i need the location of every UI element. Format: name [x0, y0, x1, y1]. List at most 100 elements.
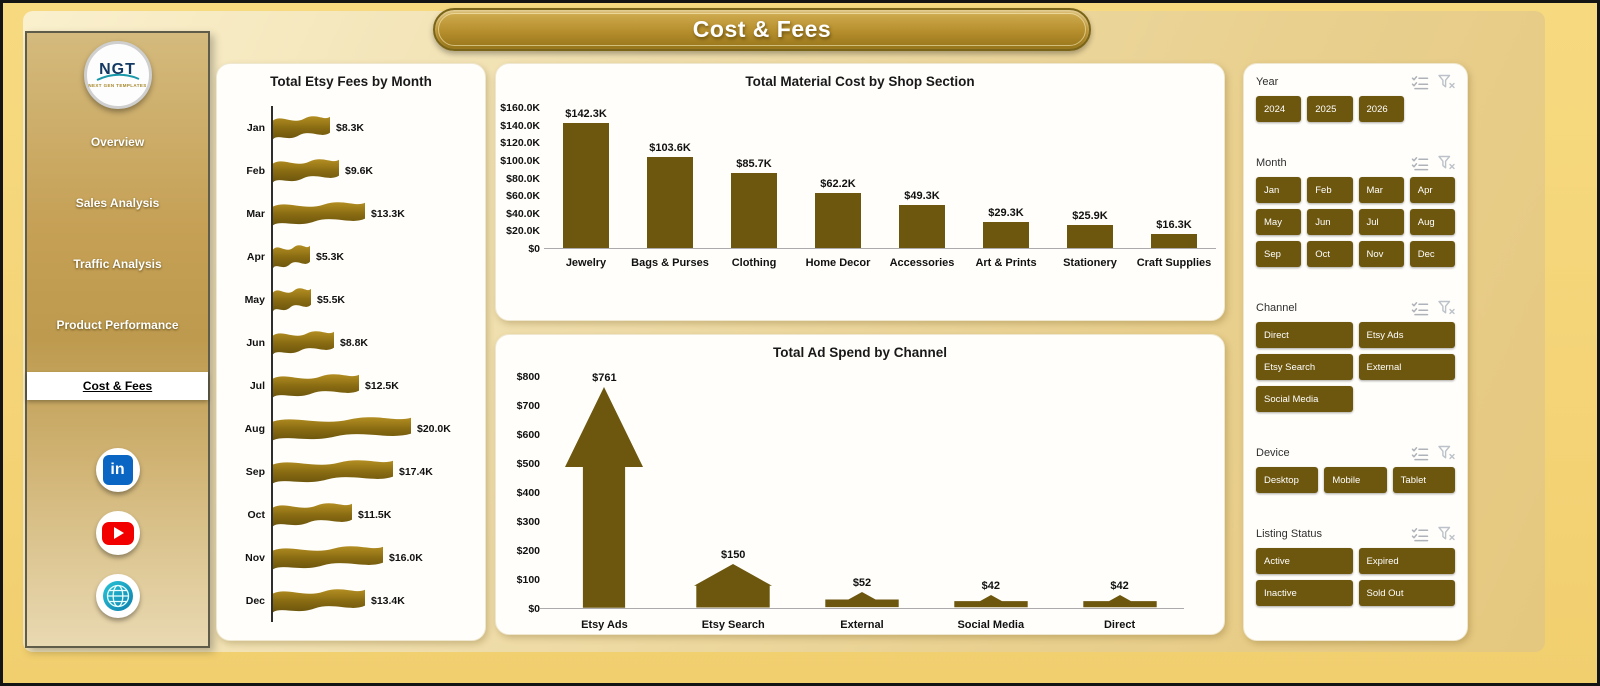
filter-section-listing-status: Listing Status Active Expired Inactive Sold…	[1256, 526, 1455, 606]
filter-section-month: Month Jan Feb Mar Apr May Jun Jul Aug Sep Oct Nov D…	[1256, 155, 1455, 267]
filter-option-mobile[interactable]: Mobile	[1324, 467, 1387, 493]
bar-slot: $42	[1055, 580, 1184, 608]
y-tick-label: $500	[516, 458, 540, 470]
page-title: Cost & Fees	[692, 16, 832, 42]
bar-etsy-search	[694, 564, 773, 608]
sidebar-item-traffic-analysis[interactable]: Traffic Analysis	[27, 250, 208, 278]
value-label: $5.5K	[317, 293, 346, 306]
filter-option-expired[interactable]: Expired	[1358, 548, 1455, 574]
sidebar-item-cost-fees[interactable]: Cost & Fees	[27, 372, 208, 400]
filter-option-inactive[interactable]: Inactive	[1256, 580, 1353, 606]
filter-section-channel: Channel Direct Etsy Ads Etsy Search Externa…	[1256, 300, 1455, 412]
ad-chart-title: Total Ad Spend by Channel	[772, 345, 947, 360]
sidebar-item-overview[interactable]: Overview	[27, 128, 208, 156]
filter-option-jun[interactable]: Jun	[1307, 209, 1353, 235]
fee-bar	[273, 287, 311, 311]
category-label: Bags & Purses	[631, 257, 709, 269]
filter-option-2026[interactable]: 2026	[1358, 96, 1404, 122]
fee-row: Oct $11.5K	[227, 493, 477, 536]
multiselect-icon[interactable]	[1411, 75, 1429, 90]
filter-option-dec[interactable]: Dec	[1409, 241, 1455, 267]
y-tick-label: $200	[516, 545, 540, 557]
category-label: Craft Supplies	[1136, 257, 1212, 269]
y-tick-label: $0	[528, 603, 540, 615]
multiselect-icon[interactable]	[1411, 156, 1429, 171]
category-label: External	[840, 619, 884, 631]
filter-option-2025[interactable]: 2025	[1307, 96, 1353, 122]
value-label: $142.3K	[565, 107, 607, 120]
month-label: Jul	[249, 379, 265, 392]
y-tick-label: $600	[516, 429, 540, 441]
linkedin-logo: in	[102, 455, 133, 485]
multiselect-icon[interactable]	[1411, 527, 1429, 542]
sidebar-item-label: Cost & Fees	[82, 379, 153, 393]
value-label: $85.7K	[736, 157, 772, 170]
fee-row: Feb $9.6K	[227, 149, 477, 192]
filter-header: Device	[1256, 445, 1455, 461]
fee-bar-area: $20.0K	[271, 407, 477, 450]
filter-label: Device	[1256, 447, 1290, 459]
filter-option-social-media[interactable]: Social Media	[1256, 386, 1353, 412]
y-tick-label: $60.0K	[506, 190, 540, 203]
filter-options: Desktop Mobile Tablet	[1256, 467, 1455, 493]
category-label: Clothing	[731, 257, 777, 269]
y-tick-label: $80.0K	[506, 172, 540, 185]
filter-option-mar[interactable]: Mar	[1358, 177, 1404, 203]
filter-option-2024[interactable]: 2024	[1256, 96, 1302, 122]
multiselect-icon[interactable]	[1411, 301, 1429, 316]
multiselect-icon[interactable]	[1411, 446, 1429, 461]
filter-option-etsy-ads[interactable]: Etsy Ads	[1358, 322, 1455, 348]
filter-option-direct[interactable]: Direct	[1256, 322, 1353, 348]
filter-option-sep[interactable]: Sep	[1256, 241, 1302, 267]
category-label: Art & Prints	[975, 257, 1037, 269]
filter-option-tablet[interactable]: Tablet	[1392, 467, 1455, 493]
fee-bar	[273, 502, 352, 526]
value-label: $9.6K	[345, 164, 374, 177]
value-label: $20.0K	[417, 422, 451, 435]
value-label: $13.4K	[371, 594, 405, 607]
fee-bar-area: $16.0K	[271, 536, 477, 579]
filter-option-aug[interactable]: Aug	[1409, 209, 1455, 235]
filter-option-desktop[interactable]: Desktop	[1256, 467, 1319, 493]
bar-slot: $49.3K	[880, 190, 964, 248]
clear-filter-icon[interactable]	[1438, 74, 1455, 90]
filter-option-feb[interactable]: Feb	[1307, 177, 1353, 203]
y-tick-label: $160.0K	[500, 102, 540, 114]
filter-option-active[interactable]: Active	[1256, 548, 1353, 574]
filter-option-jul[interactable]: Jul	[1358, 209, 1404, 235]
filter-option-nov[interactable]: Nov	[1358, 241, 1404, 267]
filter-option-may[interactable]: May	[1256, 209, 1302, 235]
filter-option-jan[interactable]: Jan	[1256, 177, 1302, 203]
filter-label: Year	[1256, 76, 1279, 88]
sidebar-item-product-performance[interactable]: Product Performance	[27, 311, 208, 339]
youtube-icon[interactable]	[95, 511, 140, 555]
page-title-banner: Cost & Fees	[433, 8, 1091, 51]
bar-direct	[1082, 595, 1157, 608]
clear-filter-icon[interactable]	[1438, 445, 1455, 461]
value-label: $62.2K	[820, 178, 856, 191]
value-label: $17.4K	[399, 465, 433, 478]
filter-header-icons	[1411, 526, 1455, 542]
filter-option-external[interactable]: External	[1358, 354, 1455, 380]
filter-options: Direct Etsy Ads Etsy Search External Social …	[1256, 322, 1455, 412]
value-label: $11.5K	[358, 508, 392, 521]
fee-row: May $5.5K	[227, 278, 477, 321]
clear-filter-icon[interactable]	[1438, 155, 1455, 171]
website-icon[interactable]	[95, 574, 140, 618]
fee-bar	[273, 416, 411, 440]
fee-row: Nov $16.0K	[227, 536, 477, 579]
sidebar-item-sales-analysis[interactable]: Sales Analysis	[27, 189, 208, 217]
material-chart-title: Total Material Cost by Shop Section	[745, 74, 975, 89]
filter-option-etsy-search[interactable]: Etsy Search	[1256, 354, 1353, 380]
category-label: Jewelry	[565, 257, 607, 269]
month-label: Sep	[245, 465, 265, 478]
linkedin-icon[interactable]: in	[95, 448, 140, 492]
bar-clothing	[731, 172, 777, 248]
clear-filter-icon[interactable]	[1438, 300, 1455, 316]
filter-option-sold-out[interactable]: Sold Out	[1358, 580, 1455, 606]
filter-option-apr[interactable]: Apr	[1409, 177, 1455, 203]
bar-external	[825, 592, 899, 608]
filter-option-oct[interactable]: Oct	[1307, 241, 1353, 267]
value-label: $12.5K	[365, 379, 399, 392]
clear-filter-icon[interactable]	[1438, 526, 1455, 542]
